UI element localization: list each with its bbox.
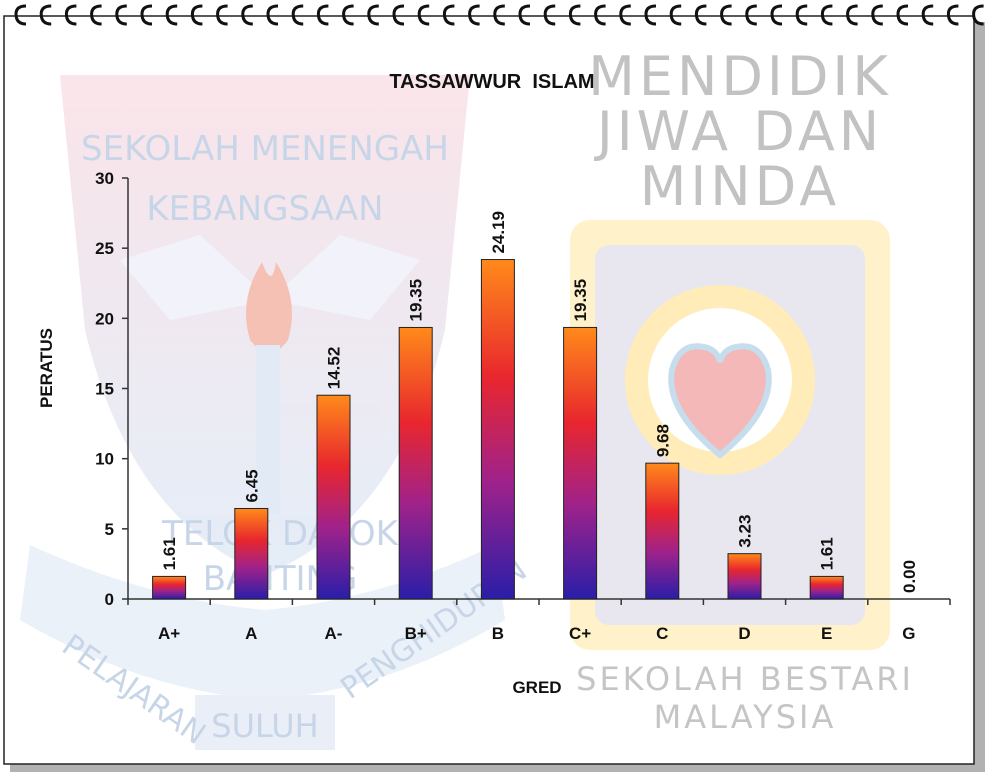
x-tick-label: G — [902, 624, 915, 643]
data-label: 1.61 — [160, 537, 179, 570]
x-tick-label: E — [821, 624, 832, 643]
chart-title: TASSAWWUR ISLAM — [389, 71, 594, 93]
binding-ring — [669, 4, 682, 26]
binding-ring — [291, 4, 304, 26]
binding-ring — [190, 4, 203, 26]
data-label: 14.52 — [325, 347, 344, 390]
crest-text-3: TELOK DATOK — [161, 514, 400, 554]
x-tick-label: C — [656, 624, 668, 643]
x-tick-label: B — [492, 624, 504, 643]
x-tick-label: A- — [325, 624, 343, 643]
binding-ring — [921, 4, 934, 26]
y-tick-label: 5 — [105, 520, 114, 539]
crest-text-7: SULUH — [211, 707, 318, 745]
y-axis-label: PERATUS — [37, 328, 56, 408]
slogan-line-3: MINDA — [640, 155, 840, 218]
binding-ring — [442, 4, 455, 26]
school-crest-watermark: SEKOLAH MENENGAH KEBANGSAAN TELOK DATOK … — [20, 75, 533, 752]
binding-ring — [342, 4, 354, 26]
data-label: 1.61 — [818, 537, 837, 570]
x-tick-label: A+ — [158, 624, 180, 643]
binding-ring — [518, 4, 531, 26]
spiral-binding — [14, 4, 984, 26]
bar — [398, 326, 433, 600]
crest-text-2: KEBANGSAAN — [146, 189, 383, 229]
binding-ring — [795, 4, 808, 26]
data-label: 9.68 — [653, 424, 672, 457]
crest-text-1: SEKOLAH MENENGAH — [81, 129, 449, 169]
data-label: 19.35 — [407, 279, 426, 322]
x-tick-label: A — [245, 624, 257, 643]
binding-ring — [165, 4, 178, 26]
binding-ring — [770, 4, 783, 26]
footer-line-1: SEKOLAH BESTARI — [576, 660, 914, 698]
bar — [727, 553, 762, 600]
binding-ring — [14, 4, 27, 26]
torch-icon — [246, 262, 292, 515]
binding-ring — [972, 4, 984, 26]
bar — [316, 394, 351, 600]
data-label: 0.00 — [900, 560, 919, 593]
binding-ring — [316, 4, 329, 26]
y-tick-label: 20 — [95, 309, 114, 328]
bar — [480, 259, 515, 600]
bar — [234, 507, 269, 600]
binding-ring — [266, 4, 279, 26]
x-tick-label: B+ — [405, 624, 427, 643]
y-tick-label: 30 — [95, 169, 114, 188]
binding-ring — [568, 4, 581, 26]
binding-ring — [745, 4, 757, 26]
binding-ring — [846, 4, 858, 26]
bar — [645, 462, 680, 600]
binding-ring — [543, 4, 556, 26]
binding-ring — [392, 4, 405, 26]
binding-ring — [594, 4, 606, 26]
data-label: 3.23 — [736, 515, 755, 548]
binding-ring — [619, 4, 631, 26]
binding-ring — [140, 4, 153, 26]
bar — [809, 575, 844, 600]
x-axis-label: GRED — [512, 678, 561, 697]
y-tick-label: 10 — [95, 450, 114, 469]
data-label: 24.19 — [489, 211, 508, 254]
heart-icon — [668, 343, 772, 459]
bars: 1.61 A+ 6.45 A 14.52 A- 19.35 B+ 24.19 B 19.35 C+ 9.… — [152, 211, 919, 643]
binding-ring — [694, 4, 707, 26]
bar — [152, 575, 187, 600]
binding-ring — [820, 4, 833, 26]
binding-ring — [468, 4, 480, 26]
binding-ring — [64, 4, 77, 26]
slogan-line-2: JIWA DAN — [594, 100, 883, 163]
bar — [563, 326, 598, 600]
binding-ring — [216, 4, 228, 26]
binding-ring — [39, 4, 52, 26]
data-label: 6.45 — [242, 469, 261, 502]
x-tick-label: C+ — [569, 624, 591, 643]
binding-ring — [241, 4, 253, 26]
binding-ring — [90, 4, 102, 26]
binding-ring — [871, 4, 883, 26]
y-tick-label: 25 — [95, 239, 114, 258]
y-tick-label: 0 — [105, 590, 114, 609]
binding-ring — [493, 4, 505, 26]
footer-line-2: MALAYSIA — [654, 698, 837, 736]
x-tick-label: D — [738, 624, 750, 643]
binding-ring — [720, 4, 732, 26]
binding-ring — [644, 4, 657, 26]
binding-ring — [946, 4, 959, 26]
y-tick-label: 15 — [95, 380, 114, 399]
binding-ring — [367, 4, 379, 26]
data-label: 19.35 — [571, 279, 590, 322]
binding-ring — [896, 4, 909, 26]
binding-ring — [115, 4, 127, 26]
slogan-line-1: MENDIDIK — [588, 45, 892, 108]
binding-ring — [417, 4, 430, 26]
